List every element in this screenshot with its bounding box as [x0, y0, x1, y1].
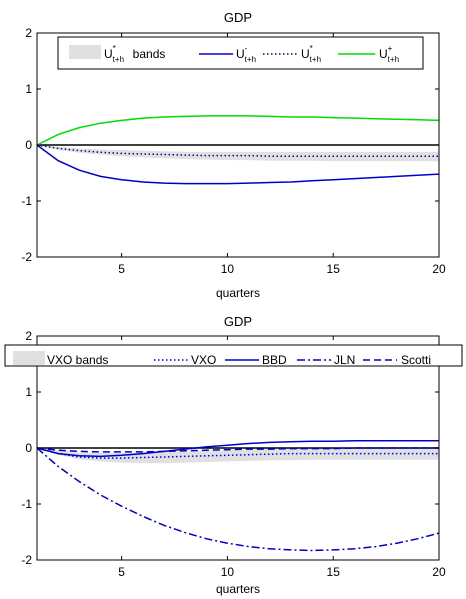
legend-box — [57, 36, 424, 70]
x-tick-label: 15 — [327, 262, 341, 276]
x-axis-label: quarters — [216, 582, 260, 596]
y-tick-label: -1 — [21, 194, 32, 208]
legend-label-jln: JLN — [334, 353, 355, 367]
confidence-band — [37, 145, 439, 162]
legend-label-vxo: VXO — [191, 353, 216, 367]
legend: VXO bands VXO BBD JLN Scotti — [4, 344, 463, 367]
x-tick-label: 20 — [432, 262, 446, 276]
y-tick-label: 0 — [25, 138, 32, 152]
chart-title: GDP — [224, 10, 252, 25]
chart-title: GDP — [224, 314, 252, 329]
y-tick-label: 2 — [25, 26, 32, 40]
series-line-u-t-h — [36, 144, 440, 185]
legend-label-u-t-h: U — [301, 47, 310, 61]
legend-box — [4, 344, 463, 367]
legend-label-scotti: Scotti — [401, 353, 431, 367]
x-tick-label: 15 — [327, 565, 341, 579]
x-tick-label: 5 — [118, 565, 125, 579]
chart-2: 5 10 15 20 -2 -1 0 1 2 GDP quarters VXO bands VXO BBD… — [4, 314, 463, 596]
y-tick-label: 2 — [25, 329, 32, 343]
legend-swatch-band — [13, 351, 45, 365]
legend-label-u-t-h: U — [379, 47, 388, 61]
x-tick-label: 5 — [118, 262, 125, 276]
y-tick-label: 0 — [25, 441, 32, 455]
y-tick-label: 1 — [25, 385, 32, 399]
confidence-band — [37, 448, 439, 464]
x-tick-label: 20 — [432, 565, 446, 579]
legend-label-band: VXO bands — [47, 353, 108, 367]
legend-label-u-t-h: U — [236, 47, 245, 61]
y-tick-label: -2 — [21, 250, 32, 264]
x-axis-label: quarters — [216, 286, 260, 300]
x-tick-label: 10 — [221, 262, 235, 276]
legend-label-band-script: * t+h — [113, 44, 124, 64]
legend-label-bbd: BBD — [262, 353, 287, 367]
y-tick-label: -2 — [21, 553, 32, 567]
legend-label-band-rest: bands — [133, 47, 166, 61]
series-line-u-t-h — [36, 115, 440, 146]
series-line-vxo — [36, 447, 439, 459]
series-line-jln — [36, 447, 440, 552]
legend-label-u-t-h-script: -t+h — [245, 44, 256, 64]
legend-label-band: U — [104, 47, 113, 61]
legend-swatch-band — [69, 45, 101, 59]
series-line-scotti — [36, 447, 439, 453]
legend-label-u-t-h-script: + t+h — [388, 44, 399, 64]
series-line-bbd — [36, 439, 439, 458]
x-tick-label: 10 — [221, 565, 235, 579]
y-tick-label: -1 — [21, 497, 32, 511]
y-tick-label: 1 — [25, 82, 32, 96]
legend-label-u-t-h-script: * t+h — [310, 44, 321, 64]
legend: U * t+h bands U -t+h U * t+h U + t+h — [57, 36, 424, 70]
